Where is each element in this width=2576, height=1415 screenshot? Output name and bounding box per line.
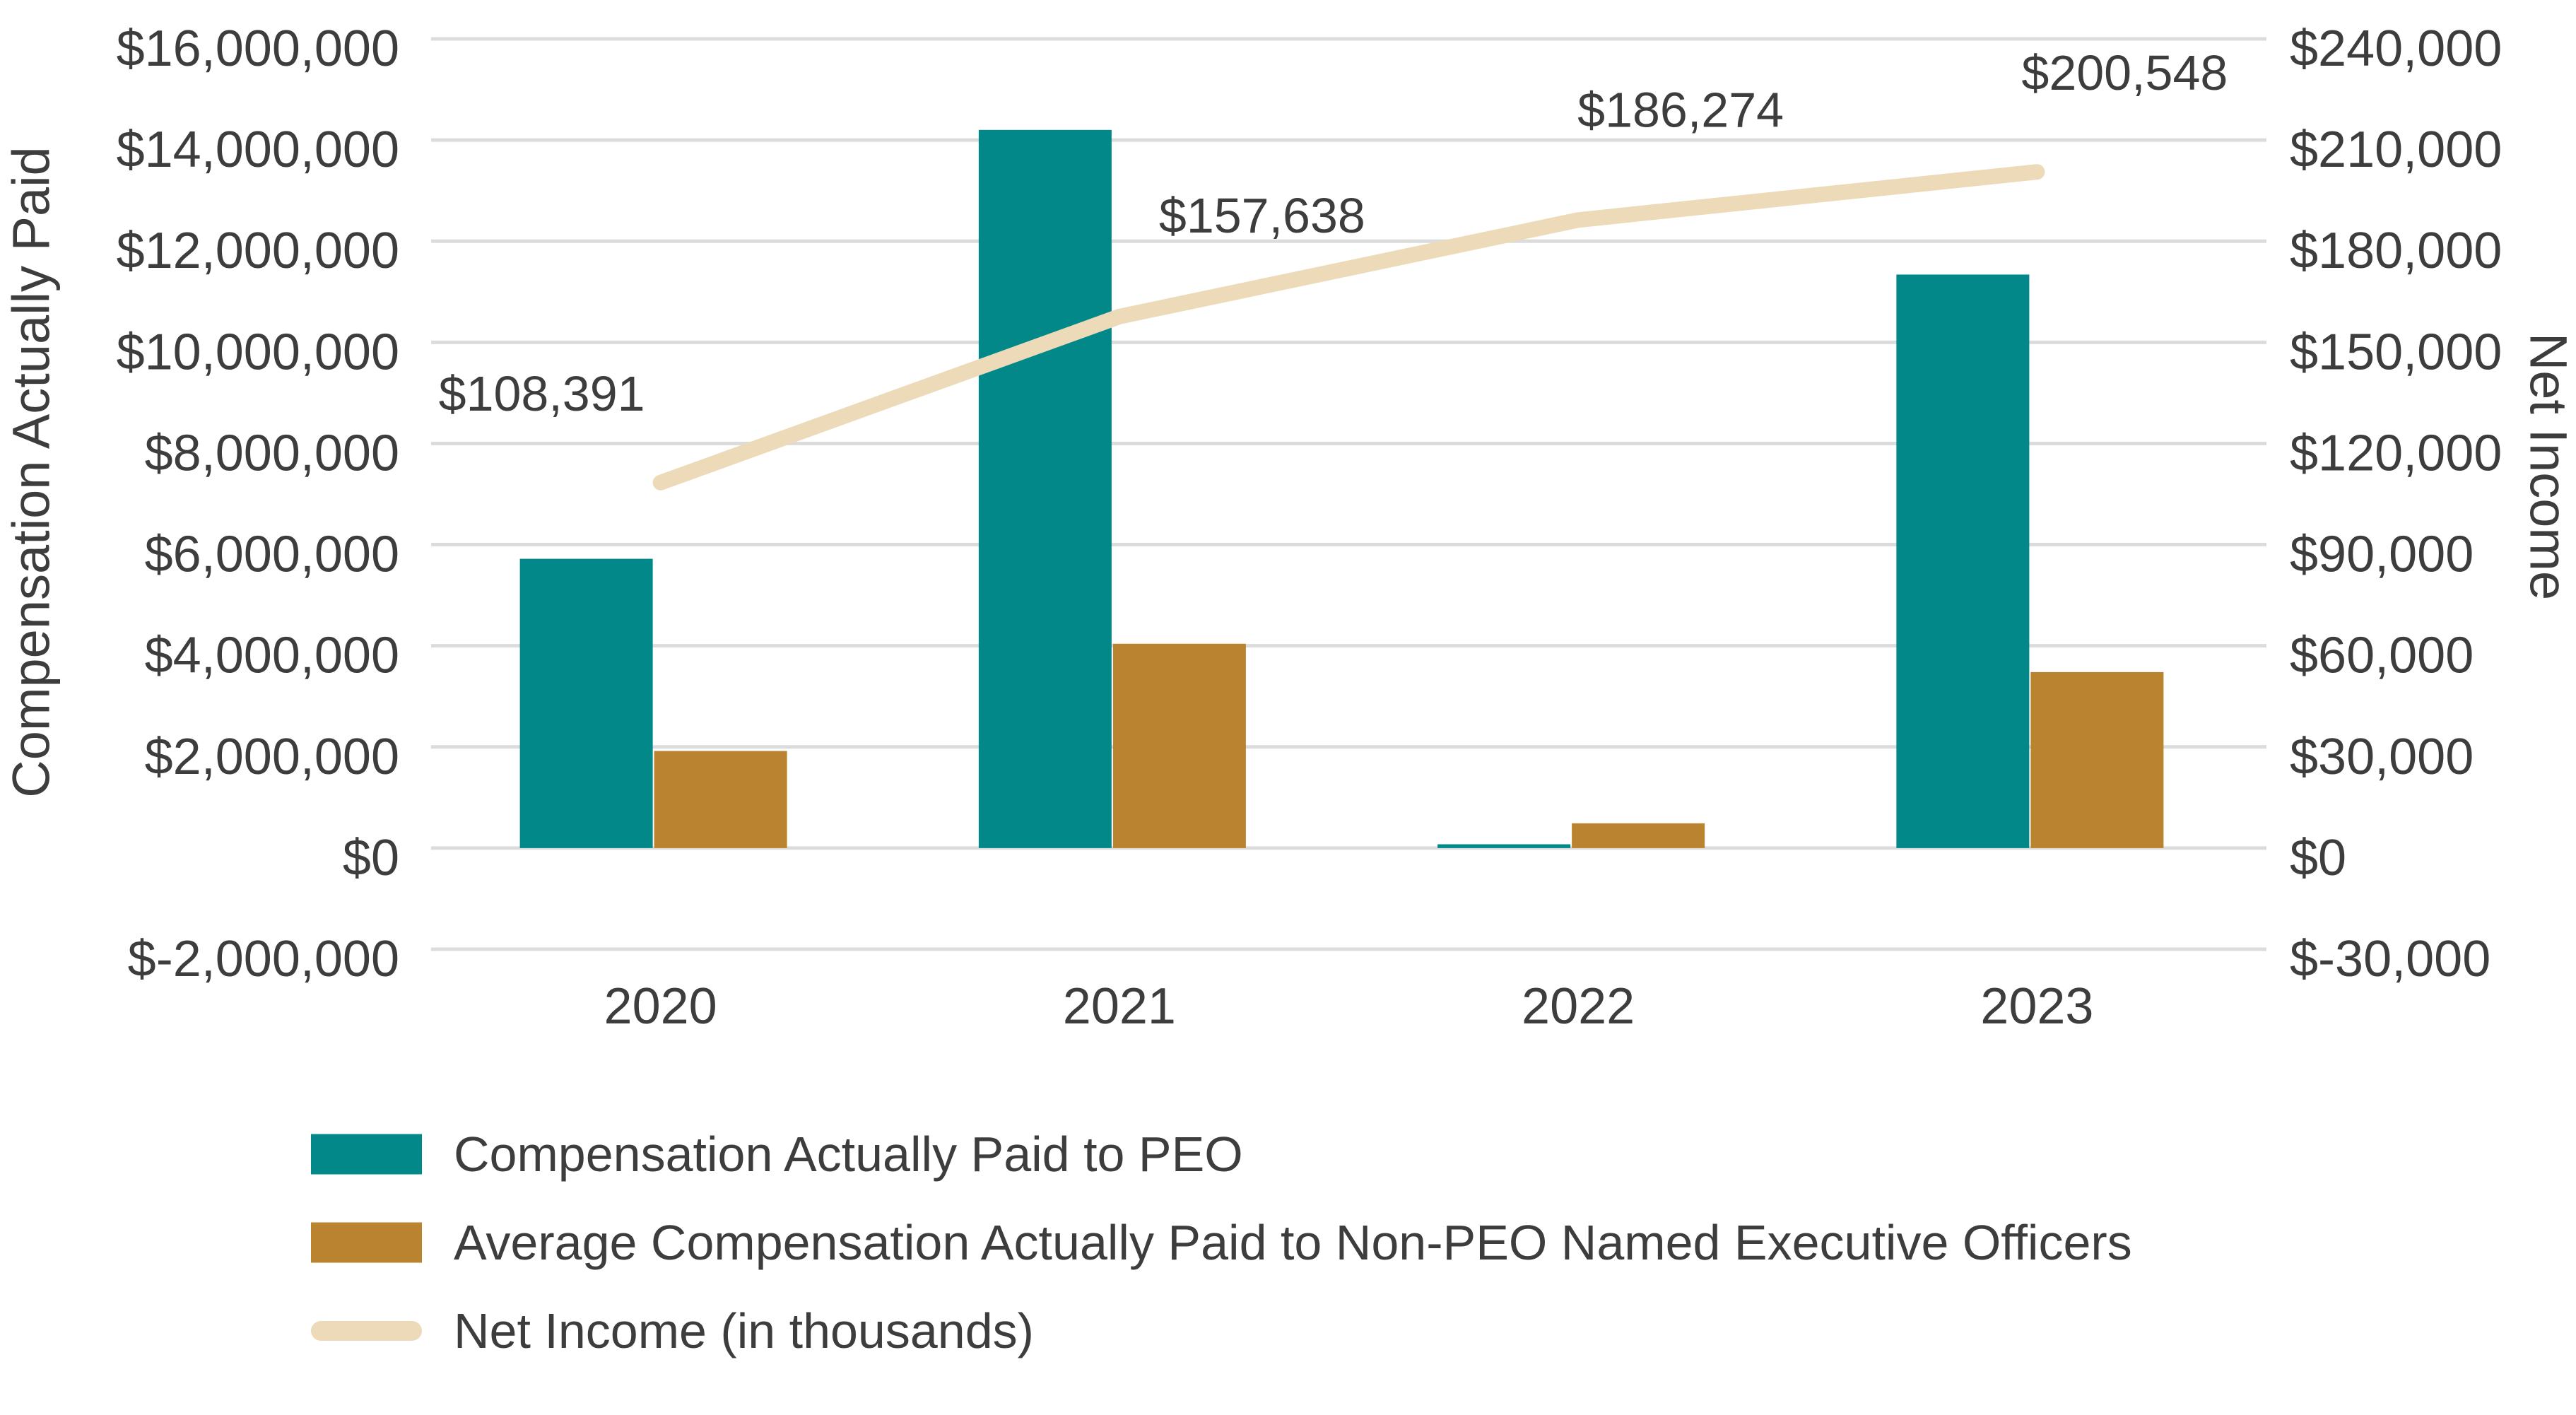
legend-label-peo-cap: Compensation Actually Paid to PEO [454, 1127, 1243, 1182]
left-axis-tick: $8,000,000 [145, 425, 399, 481]
right-axis-tick: $60,000 [2290, 628, 2474, 684]
left-axis-tick-labels: $16,000,000 $14,000,000 $12,000,000 $10,000… [117, 20, 399, 987]
left-axis-tick: $14,000,000 [117, 122, 399, 178]
net-income-label-2020: $108,391 [439, 366, 645, 421]
left-axis-title: Compensation Actually Paid [2, 146, 61, 797]
net-income-label-2021: $157,638 [1159, 188, 1365, 243]
bar-nonpeo-cap-2020 [654, 751, 787, 848]
x-axis-label-2023: 2023 [1980, 978, 2093, 1035]
net-income-label-2022: $186,274 [1577, 82, 1784, 137]
bar-peo-cap-2023 [1896, 274, 2030, 848]
right-axis-tick-labels: $240,000 $210,000 $180,000 $150,000 $120,000… [2290, 20, 2502, 987]
right-axis-tick: $150,000 [2290, 324, 2502, 380]
right-axis-tick: $120,000 [2290, 425, 2502, 481]
line-data-labels: $108,391 $157,638 $186,274 $200,548 [439, 45, 2228, 421]
right-axis-tick: $0 [2290, 830, 2346, 886]
bar-peo-cap-2022 [1437, 844, 1571, 848]
legend-line-swatch-net-income [311, 1321, 422, 1341]
gridlines [431, 37, 2266, 951]
left-axis-tick: $4,000,000 [145, 628, 399, 684]
left-axis-tick: $12,000,000 [117, 223, 399, 279]
left-axis-tick: $-2,000,000 [128, 931, 399, 987]
net-income-label-2023: $200,548 [2021, 45, 2228, 100]
net-income-line-series [652, 164, 2045, 491]
right-axis-tick: $90,000 [2290, 527, 2474, 583]
legend-label-nonpeo-cap: Average Compensation Actually Paid to No… [454, 1215, 2132, 1270]
right-axis-tick: $180,000 [2290, 223, 2502, 279]
right-axis-title: Net Income [2519, 333, 2576, 600]
left-axis-tick: $6,000,000 [145, 527, 399, 583]
right-axis-tick: $30,000 [2290, 729, 2474, 785]
x-axis-category-labels: 2020 2021 2022 2023 [604, 978, 2094, 1035]
bar-peo-cap-2020 [519, 558, 653, 848]
left-axis-tick: $2,000,000 [145, 729, 399, 785]
legend-swatch-nonpeo-cap [311, 1222, 422, 1263]
x-axis-label-2020: 2020 [604, 978, 717, 1035]
legend-label-net-income: Net Income (in thousands) [454, 1303, 1034, 1358]
bar-nonpeo-cap-2021 [1112, 643, 1246, 848]
left-axis-tick: $0 [343, 830, 399, 886]
legend-swatch-peo-cap [311, 1134, 422, 1175]
left-axis-tick: $16,000,000 [117, 20, 399, 77]
right-axis-tick: $-30,000 [2290, 931, 2490, 987]
chart-legend: Compensation Actually Paid to PEO Average… [311, 1127, 2132, 1358]
net-income-line [652, 164, 2045, 491]
bar-series [519, 129, 2164, 848]
bar-nonpeo-cap-2023 [2030, 671, 2164, 848]
x-axis-label-2022: 2022 [1522, 978, 1635, 1035]
right-axis-tick: $240,000 [2290, 20, 2502, 77]
bar-peo-cap-2021 [978, 129, 1112, 848]
left-axis-tick: $10,000,000 [117, 324, 399, 380]
bar-nonpeo-cap-2022 [1572, 823, 1705, 848]
x-axis-label-2021: 2021 [1063, 978, 1176, 1035]
right-axis-tick: $210,000 [2290, 122, 2502, 178]
